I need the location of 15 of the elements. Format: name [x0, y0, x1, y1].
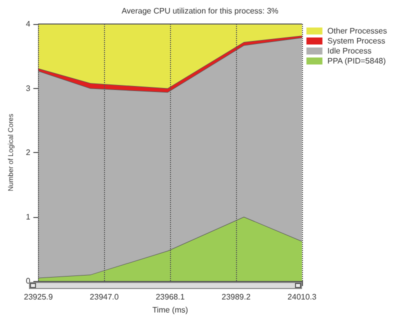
chart-title: Average CPU utilization for this process: 3% — [122, 6, 278, 16]
y-tick-label: 1 — [26, 212, 31, 222]
x-axis-title: Time (ms) — [152, 305, 188, 314]
legend-label: PPA (PID=5848) — [327, 56, 386, 66]
y-tick-label: 3 — [26, 84, 31, 93]
x-tick-label: 23989.2 — [222, 292, 252, 302]
y-tick-label: 4 — [26, 20, 31, 28]
x-tick-label: 24010.3 — [288, 292, 318, 302]
x-tick-label: 23968.1 — [156, 292, 186, 302]
legend-label: System Process — [327, 36, 386, 46]
y-tick-label: 2 — [26, 148, 31, 157]
x-tick-label: 23947.0 — [90, 292, 120, 302]
x-tick-label: 23925.9 — [24, 292, 54, 302]
legend-label: Idle Process — [327, 46, 372, 56]
legend-label: Other Processes — [327, 26, 387, 36]
